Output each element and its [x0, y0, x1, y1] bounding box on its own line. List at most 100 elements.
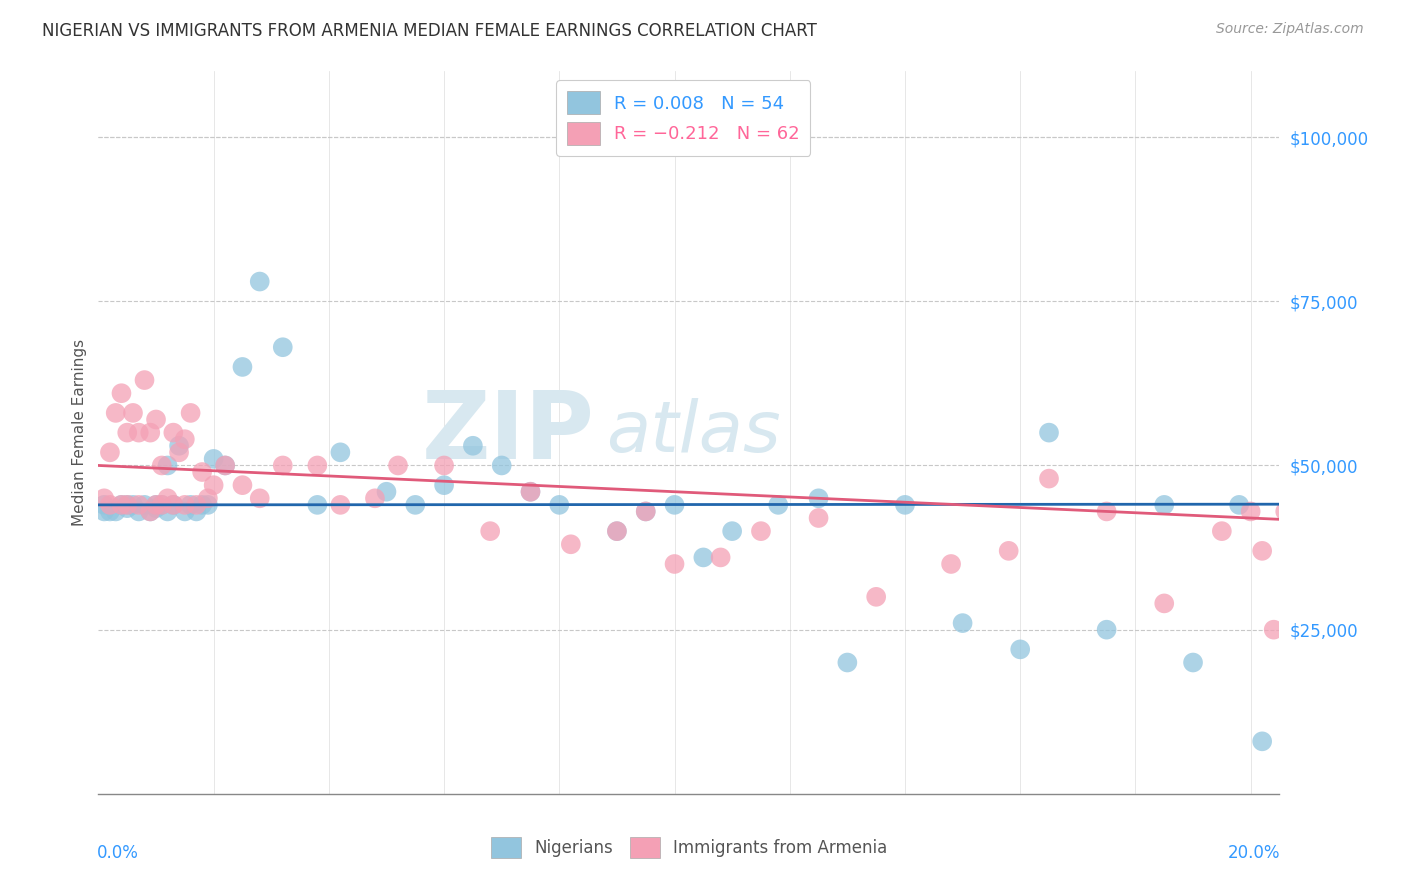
Point: [1240, 504, 1263, 518]
Point: [807, 511, 830, 525]
Point: [115, 498, 138, 512]
Point: [1211, 524, 1233, 538]
Point: [191, 498, 214, 512]
Point: [1095, 504, 1118, 518]
Point: [939, 557, 962, 571]
Point: [271, 340, 294, 354]
Point: [548, 498, 571, 512]
Point: [1251, 734, 1274, 748]
Point: [145, 498, 167, 512]
Point: [139, 425, 162, 440]
Point: [1309, 544, 1331, 558]
Point: [214, 458, 236, 473]
Point: [491, 458, 513, 473]
Point: [1153, 596, 1175, 610]
Point: [115, 501, 138, 516]
Point: [162, 425, 184, 440]
Point: [134, 373, 156, 387]
Point: [664, 498, 686, 512]
Point: [173, 432, 195, 446]
Point: [197, 491, 219, 506]
Point: [128, 425, 150, 440]
Point: [387, 458, 409, 473]
Point: [98, 504, 121, 518]
Point: [865, 590, 887, 604]
Point: [375, 484, 398, 499]
Point: [145, 501, 167, 516]
Point: [1095, 623, 1118, 637]
Point: [156, 491, 179, 506]
Point: [231, 359, 253, 374]
Point: [180, 406, 202, 420]
Point: [110, 498, 132, 512]
Point: [1285, 544, 1308, 558]
Point: [1326, 511, 1348, 525]
Point: [479, 524, 502, 538]
Point: [122, 406, 145, 420]
Point: [1153, 498, 1175, 512]
Text: atlas: atlas: [606, 398, 780, 467]
Point: [197, 498, 219, 512]
Point: [749, 524, 772, 538]
Point: [664, 557, 686, 571]
Point: [952, 616, 974, 631]
Point: [104, 504, 127, 518]
Point: [634, 504, 657, 518]
Point: [692, 550, 714, 565]
Point: [768, 498, 790, 512]
Point: [156, 458, 179, 473]
Point: [110, 386, 132, 401]
Point: [1274, 504, 1296, 518]
Text: Source: ZipAtlas.com: Source: ZipAtlas.com: [1216, 22, 1364, 37]
Point: [167, 439, 190, 453]
Point: [329, 498, 352, 512]
Point: [173, 504, 195, 518]
Point: [202, 478, 225, 492]
Point: [307, 458, 329, 473]
Point: [364, 491, 387, 506]
Point: [307, 498, 329, 512]
Point: [162, 498, 184, 512]
Point: [1038, 472, 1060, 486]
Point: [721, 524, 744, 538]
Point: [156, 504, 179, 518]
Point: [104, 406, 127, 420]
Point: [93, 491, 115, 506]
Point: [231, 478, 253, 492]
Text: 20.0%: 20.0%: [1229, 845, 1281, 863]
Point: [150, 458, 173, 473]
Point: [128, 504, 150, 518]
Point: [1038, 425, 1060, 440]
Point: [134, 498, 156, 512]
Point: [560, 537, 582, 551]
Legend: Nigerians, Immigrants from Armenia: Nigerians, Immigrants from Armenia: [484, 830, 894, 865]
Point: [433, 458, 456, 473]
Point: [894, 498, 917, 512]
Point: [329, 445, 352, 459]
Point: [145, 498, 167, 512]
Point: [167, 445, 190, 459]
Text: NIGERIAN VS IMMIGRANTS FROM ARMENIA MEDIAN FEMALE EARNINGS CORRELATION CHART: NIGERIAN VS IMMIGRANTS FROM ARMENIA MEDI…: [42, 22, 817, 40]
Point: [1182, 656, 1205, 670]
Point: [606, 524, 628, 538]
Point: [214, 458, 236, 473]
Point: [139, 504, 162, 518]
Text: 0.0%: 0.0%: [97, 845, 139, 863]
Point: [606, 524, 628, 538]
Point: [433, 478, 456, 492]
Point: [202, 451, 225, 466]
Point: [1296, 557, 1319, 571]
Point: [519, 484, 541, 499]
Point: [162, 498, 184, 512]
Point: [249, 275, 271, 289]
Point: [186, 504, 208, 518]
Point: [98, 498, 121, 512]
Point: [1227, 498, 1250, 512]
Y-axis label: Median Female Earnings: Median Female Earnings: [72, 339, 87, 526]
Point: [710, 550, 733, 565]
Point: [1010, 642, 1032, 657]
Point: [128, 498, 150, 512]
Point: [139, 504, 162, 518]
Point: [461, 439, 484, 453]
Point: [150, 498, 173, 512]
